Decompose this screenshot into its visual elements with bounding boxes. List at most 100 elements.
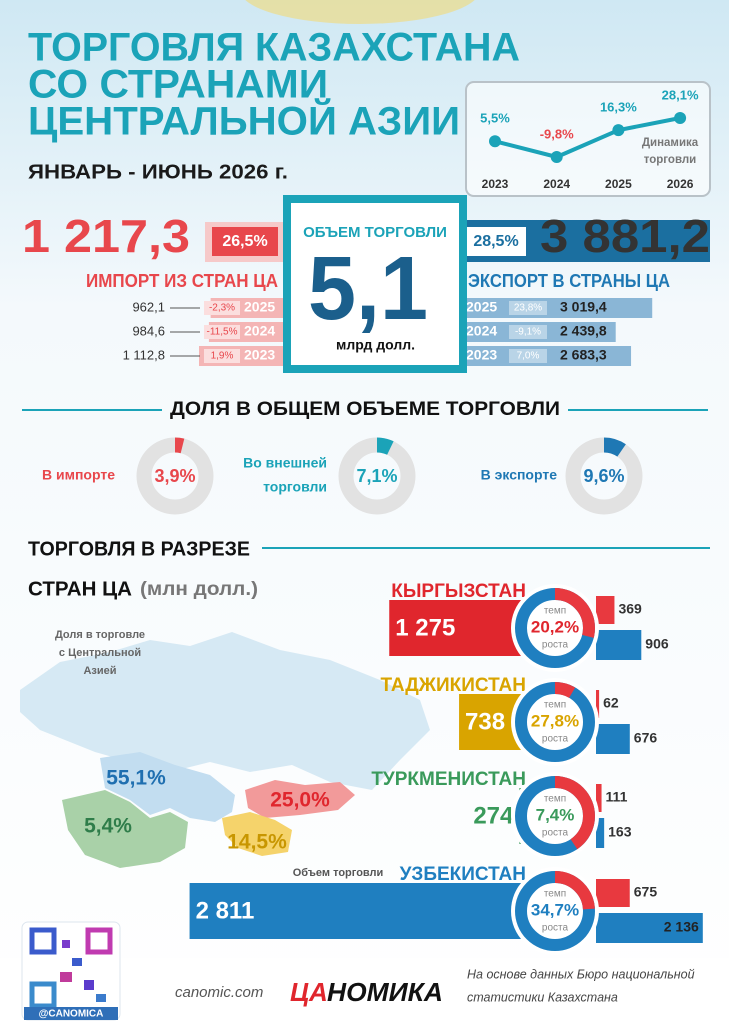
- dynamics-year: 2026: [667, 177, 694, 191]
- export-growth: 28,5%: [473, 233, 518, 250]
- import-value: 369: [618, 601, 642, 617]
- dynamics-box: [465, 81, 711, 197]
- map-share: 55,1%: [106, 767, 166, 790]
- import-history-growth-box: [204, 349, 240, 363]
- period: ЯНВАРЬ - ИЮНЬ 2026 г.: [28, 161, 288, 183]
- import-bar: [596, 690, 600, 718]
- dynamics-year: 2025: [605, 177, 632, 191]
- growth-value: 34,7%: [531, 900, 579, 919]
- share-title: ДОЛЯ В ОБЩЕМ ОБЪЕМЕ ТОРГОВЛИ: [170, 399, 560, 420]
- brand: ЦА: [290, 977, 328, 1007]
- import-title: ИМПОРТ ИЗ СТРАН ЦА: [86, 271, 278, 291]
- export-value: 2 136: [664, 919, 699, 935]
- dynamics-line: [494, 116, 681, 160]
- dynamics-label: торговли: [644, 154, 697, 166]
- share-arc: [565, 437, 643, 515]
- brand: НОМИКА: [327, 977, 443, 1007]
- trade-volume-unit: млрд долл.: [336, 337, 415, 353]
- countries-title: СТРАН ЦА: [28, 578, 132, 600]
- map-kazakhstan: [20, 632, 430, 790]
- export-history-growth-box: [509, 325, 547, 339]
- import-growth: 26,5%: [222, 233, 267, 250]
- country-total: 2 811: [196, 897, 255, 924]
- import-history-growth-box: [204, 301, 240, 315]
- footer-band: [0, 958, 729, 1024]
- source: На основе данных Бюро национальной: [467, 967, 695, 981]
- export-history-year: 2023: [466, 347, 497, 363]
- share-value: 9,6%: [583, 466, 624, 486]
- qr-corner: [29, 927, 57, 955]
- growth-label: темп: [544, 606, 566, 617]
- dynamics-value: 16,3%: [600, 100, 637, 115]
- countries-unit: (млн долл.): [140, 579, 258, 600]
- site: canomic.com: [175, 984, 263, 1001]
- country-name: УЗБЕКИСТАН: [400, 864, 526, 885]
- export-history-growth: -9,1%: [515, 327, 541, 338]
- share-label: В экспорте: [481, 467, 558, 483]
- import-bar: [596, 596, 615, 624]
- export-history-year: 2025: [466, 299, 497, 315]
- qr-code: [21, 921, 121, 1021]
- growth-ring-import: [515, 776, 595, 856]
- map-legend: Азией: [83, 665, 116, 677]
- export-bar: [596, 818, 605, 848]
- volume-label: Объем торговли: [293, 867, 384, 879]
- map-tajikistan: [222, 812, 292, 856]
- import-value: 62: [603, 695, 619, 711]
- import-history-total: 1 112,8: [123, 347, 165, 362]
- trade-volume-value: 5,1: [308, 239, 428, 339]
- country-total-bar: [189, 883, 555, 939]
- title-line: ТОРГОВЛЯ КАЗАХСТАНА: [28, 26, 520, 70]
- share-value: 3,9%: [154, 466, 195, 486]
- dynamics-point: [489, 135, 501, 148]
- dynamics-year: 2023: [482, 177, 509, 191]
- share-label: Во внешней: [243, 455, 327, 471]
- growth-ring-import: [515, 871, 595, 951]
- trade-volume-box: [283, 195, 467, 373]
- import-value: 111: [606, 789, 628, 805]
- map-uzbekistan: [100, 752, 235, 822]
- qr-corner: [29, 981, 57, 1009]
- qr-dot: [60, 972, 72, 982]
- countries-title: ТОРГОВЛЯ В РАЗРЕЗЕ: [28, 538, 250, 560]
- export-history-growth-box: [509, 301, 547, 315]
- import-history-growth: 1,9%: [211, 351, 234, 362]
- country-total: 738: [465, 708, 505, 735]
- growth-label: темп: [544, 700, 566, 711]
- import-history-year: 2025: [244, 299, 275, 315]
- export-value: 676: [634, 730, 658, 746]
- country-total: 274: [473, 802, 514, 829]
- growth-label: роста: [542, 923, 569, 934]
- growth-value: 7,4%: [536, 805, 575, 824]
- map-share: 25,0%: [270, 789, 330, 812]
- import-bar: [596, 879, 630, 907]
- growth-label: темп: [544, 794, 566, 805]
- growth-label: роста: [542, 828, 569, 839]
- export-history-total: 2 683,3: [560, 347, 607, 363]
- export-bar: [596, 913, 703, 943]
- export-history-growth: 23,8%: [514, 303, 542, 314]
- growth-label: роста: [542, 734, 569, 745]
- trade-volume-label: ОБЪЕМ ТОРГОВЛИ: [303, 224, 447, 241]
- dynamics-point: [612, 124, 625, 137]
- qr-dot: [84, 980, 94, 990]
- import-history-growth: -2,3%: [209, 303, 235, 314]
- export-history-total: 2 439,8: [560, 323, 607, 339]
- qr-dot: [62, 940, 70, 948]
- map-legend: с Центральной: [59, 647, 141, 659]
- source: статистики Казахстана: [467, 990, 618, 1004]
- map-kyrgyzstan: [245, 780, 355, 818]
- export-history-growth-box: [509, 349, 547, 363]
- map-legend: Доля в торговле: [55, 629, 145, 641]
- growth-value: 20,2%: [531, 617, 579, 636]
- map: [20, 632, 430, 868]
- qr-dot: [96, 994, 106, 1002]
- handle-box: [24, 1007, 118, 1020]
- map-turkmenistan: [62, 790, 188, 868]
- export-bar: [596, 724, 630, 754]
- import-value: 675: [634, 884, 658, 900]
- share-value: 7,1%: [356, 466, 397, 486]
- import-bar: [596, 784, 602, 812]
- growth-label: роста: [542, 640, 569, 651]
